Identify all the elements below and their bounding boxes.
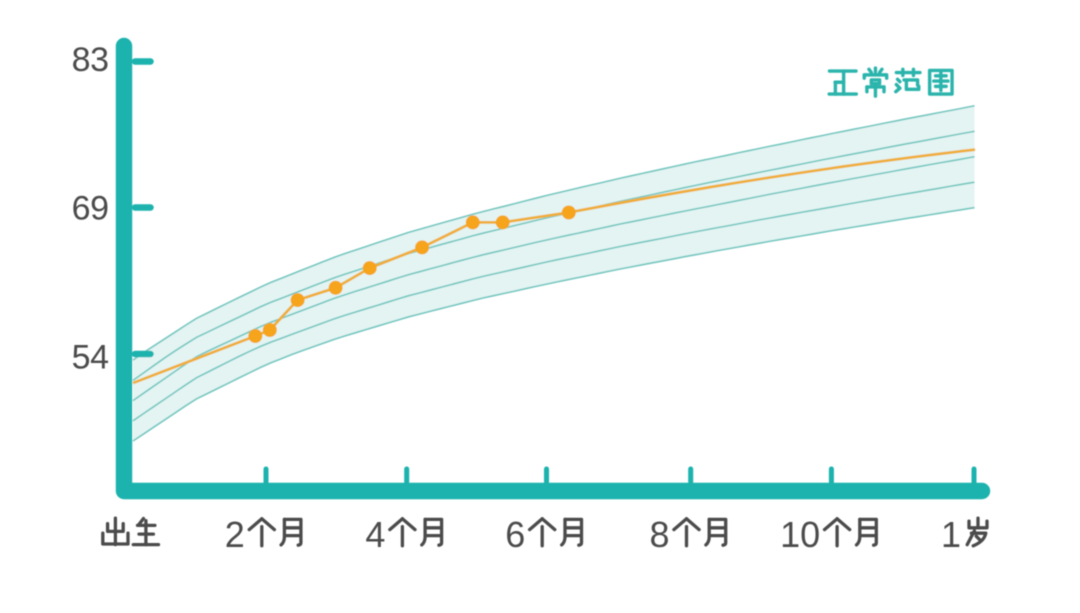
svg-text:1: 1 xyxy=(941,514,961,555)
svg-text:8: 8 xyxy=(650,514,670,555)
svg-text:10: 10 xyxy=(780,514,820,555)
svg-text:4: 4 xyxy=(365,514,385,555)
svg-text:6: 6 xyxy=(505,514,525,555)
svg-text:54: 54 xyxy=(72,338,109,376)
svg-text:2: 2 xyxy=(225,514,245,555)
svg-text:83: 83 xyxy=(72,41,109,79)
svg-text:69: 69 xyxy=(72,190,109,228)
